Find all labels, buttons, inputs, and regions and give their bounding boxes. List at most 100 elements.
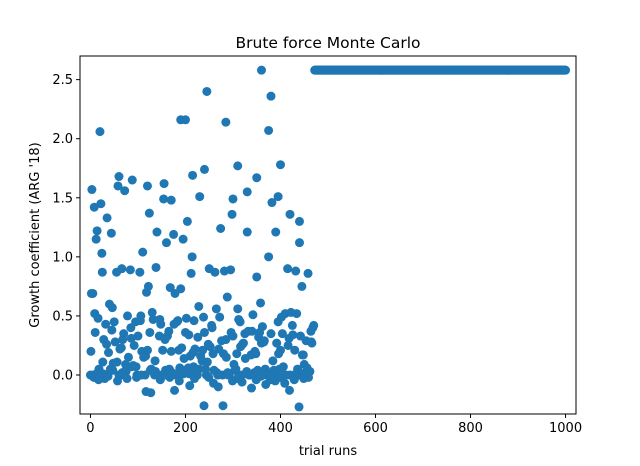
data-point — [141, 351, 151, 361]
data-point — [255, 327, 265, 337]
data-point — [179, 353, 189, 363]
plot-frame — [79, 55, 577, 415]
data-point — [221, 352, 231, 362]
data-point — [145, 327, 155, 337]
data-point — [240, 353, 250, 363]
data-point — [215, 312, 225, 322]
data-point — [170, 288, 180, 298]
data-point — [247, 383, 257, 393]
data-point — [136, 370, 146, 380]
data-point — [293, 364, 303, 374]
data-point — [242, 187, 252, 197]
data-point — [259, 336, 269, 346]
data-point — [98, 357, 108, 367]
data-point — [135, 267, 145, 277]
data-point — [306, 326, 316, 336]
x-tick-label: 1000 — [549, 421, 582, 436]
data-point — [234, 314, 244, 324]
data-point — [97, 267, 107, 277]
x-tick-label: 0 — [86, 421, 94, 436]
data-point — [180, 115, 190, 125]
data-point — [181, 313, 191, 323]
data-point — [92, 226, 102, 236]
data-point — [228, 194, 238, 204]
data-point — [237, 377, 247, 387]
data-point — [123, 352, 133, 362]
data-point — [283, 264, 293, 274]
data-point — [207, 323, 217, 333]
data-point — [212, 368, 222, 378]
data-point — [166, 346, 176, 356]
data-point — [164, 364, 174, 374]
y-axis-label: Growth coefficient (ARG '18) — [28, 142, 43, 327]
data-point — [147, 307, 157, 317]
data-point — [264, 125, 274, 135]
data-point — [109, 317, 119, 327]
y-tick-label: 0.0 — [52, 369, 73, 384]
data-point — [264, 252, 274, 262]
data-point — [104, 348, 114, 358]
data-point — [108, 365, 118, 375]
data-point — [123, 311, 133, 321]
data-point — [90, 327, 100, 337]
data-point — [97, 248, 107, 258]
data-point — [285, 209, 295, 219]
data-point — [283, 340, 293, 350]
data-point — [187, 252, 197, 262]
data-point — [165, 372, 175, 382]
data-point — [138, 247, 148, 257]
data-point — [151, 366, 161, 376]
data-point — [95, 127, 105, 137]
data-point — [193, 332, 203, 342]
data-point — [152, 227, 162, 237]
data-point — [195, 192, 205, 202]
data-point — [199, 327, 209, 337]
data-point — [199, 312, 209, 322]
data-point — [101, 319, 111, 329]
data-point — [142, 181, 152, 191]
data-point — [199, 164, 209, 174]
data-point — [110, 337, 120, 347]
data-point — [219, 266, 229, 276]
data-point — [269, 365, 279, 375]
y-tick-label: 2.0 — [52, 132, 73, 147]
data-point — [159, 179, 169, 189]
data-point — [294, 402, 304, 412]
data-point — [127, 362, 137, 372]
data-point — [252, 272, 262, 282]
data-point — [114, 172, 124, 182]
data-point — [186, 268, 196, 278]
data-point — [202, 357, 212, 367]
data-point — [222, 292, 232, 302]
data-point — [216, 224, 226, 233]
data-point — [199, 401, 209, 411]
data-point — [161, 238, 171, 248]
data-point — [86, 288, 96, 298]
data-point — [89, 202, 99, 212]
data-point — [202, 86, 212, 96]
data-point — [290, 345, 300, 355]
data-point — [232, 349, 242, 359]
data-point — [286, 307, 296, 317]
data-point — [135, 316, 145, 326]
data-point — [291, 266, 301, 276]
data-point — [307, 338, 317, 348]
data-point — [91, 234, 101, 244]
data-point — [295, 331, 305, 341]
data-point — [242, 366, 252, 376]
data-point — [120, 186, 130, 196]
data-point — [185, 381, 195, 391]
data-point — [273, 192, 283, 202]
data-point — [159, 194, 169, 204]
x-tick-label: 200 — [173, 421, 198, 436]
data-point — [289, 375, 299, 385]
data-point — [266, 91, 276, 101]
data-point — [221, 117, 231, 127]
data-point — [158, 345, 168, 355]
data-point — [274, 349, 284, 359]
data-point — [90, 309, 100, 319]
data-point — [231, 364, 241, 374]
data-point — [227, 209, 237, 219]
data-point — [287, 320, 297, 330]
data-point — [243, 326, 253, 336]
